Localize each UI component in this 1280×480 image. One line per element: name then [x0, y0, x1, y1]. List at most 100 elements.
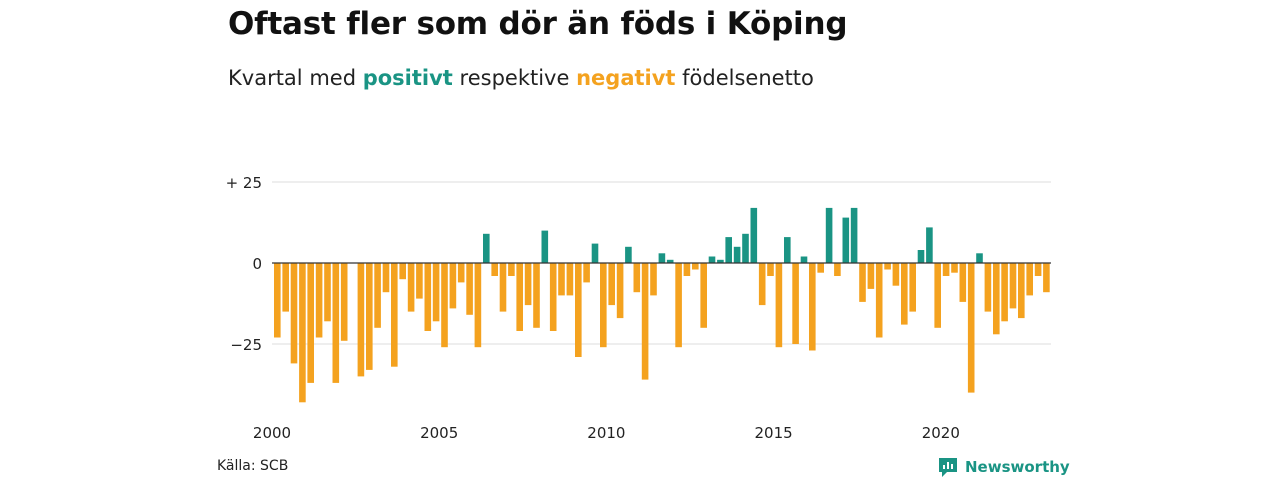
- brand-name: Newsworthy: [965, 458, 1070, 476]
- bar: [1034, 263, 1042, 276]
- bar: [600, 263, 607, 348]
- bar: [641, 263, 649, 380]
- bar: [332, 263, 340, 383]
- bar: [566, 263, 574, 296]
- bar: [700, 263, 707, 328]
- bar: [315, 263, 323, 338]
- bar: [834, 263, 841, 276]
- bar: [675, 263, 682, 348]
- bar: [299, 263, 306, 403]
- bar: [483, 233, 490, 263]
- bar: [926, 227, 933, 263]
- bar: [591, 243, 599, 263]
- bar: [366, 263, 373, 370]
- y-axis-ticks: + 25 0 −25: [226, 174, 262, 354]
- bar: [666, 259, 674, 263]
- bar: [524, 263, 532, 306]
- bar: [307, 263, 314, 383]
- bar: [725, 237, 732, 263]
- bar: [324, 263, 331, 322]
- bar: [976, 253, 983, 263]
- bar: [1043, 263, 1050, 293]
- bar: [683, 263, 691, 276]
- bar: [549, 263, 557, 331]
- bar: [934, 263, 941, 328]
- y-tick-label: 0: [252, 255, 262, 273]
- bar: [993, 263, 1000, 335]
- chart-title: Oftast fler som dör än föds i Köping: [228, 6, 848, 42]
- subtitle-suffix: födelsenetto: [682, 66, 814, 90]
- bar: [850, 207, 858, 263]
- bar: [558, 263, 565, 296]
- bar: [809, 263, 816, 351]
- bar: [692, 263, 699, 270]
- bar: [583, 263, 590, 283]
- bar: [892, 263, 900, 286]
- bar: [374, 263, 381, 328]
- bar: [800, 256, 808, 263]
- bar: [616, 263, 624, 319]
- brand-logo[interactable]: Newsworthy: [937, 456, 1070, 478]
- bar: [875, 263, 883, 338]
- bar: [1026, 263, 1033, 296]
- bar: [416, 263, 423, 299]
- bar: [909, 263, 916, 312]
- bar: [508, 263, 515, 276]
- subtitle-middle: respektive: [459, 66, 570, 90]
- bar: [432, 263, 440, 322]
- bar: [967, 263, 975, 393]
- bar: [340, 263, 348, 341]
- subtitle-positive-word: positivt: [362, 66, 453, 90]
- bar: [750, 207, 758, 263]
- bar: [1001, 263, 1008, 322]
- bar: [884, 263, 891, 270]
- source-note: Källa: SCB: [217, 458, 289, 474]
- bar: [825, 207, 833, 263]
- x-tick-label: 2005: [420, 424, 458, 442]
- bar: [984, 263, 992, 312]
- bar: [516, 263, 523, 331]
- bar: [767, 263, 774, 276]
- newsworthy-logo-icon: [939, 458, 957, 477]
- bar: [491, 263, 498, 276]
- bar: [466, 263, 473, 315]
- bar: [441, 263, 448, 348]
- bar: [717, 259, 724, 263]
- bar: [658, 253, 666, 263]
- subtitle-negative-word: negativt: [576, 66, 676, 90]
- bar: [650, 263, 657, 296]
- bar: [784, 237, 791, 263]
- y-tick-label: −25: [230, 336, 262, 354]
- chart-subtitle: Kvartal med positivt respektive negativt…: [228, 66, 814, 90]
- bar: [792, 263, 799, 344]
- bar: [575, 263, 582, 357]
- x-tick-label: 2020: [922, 424, 960, 442]
- bar: [817, 263, 824, 273]
- bar: [541, 230, 549, 263]
- bar: [633, 263, 641, 293]
- bar: [1018, 263, 1025, 319]
- bar: [775, 263, 783, 348]
- bar: [424, 263, 432, 331]
- bar: [625, 246, 632, 263]
- x-tick-label: 2015: [755, 424, 793, 442]
- bar: [901, 263, 908, 325]
- bar: [867, 263, 875, 289]
- bar: [282, 263, 289, 312]
- bar: [407, 263, 415, 312]
- bar: [399, 263, 406, 280]
- x-axis-ticks: 2000 2005 2010 2015 2020: [253, 424, 960, 442]
- bar: [382, 263, 390, 293]
- subtitle-prefix: Kvartal med: [228, 66, 357, 90]
- y-tick-label: + 25: [226, 174, 262, 192]
- x-tick-label: 2010: [587, 424, 625, 442]
- bar: [449, 263, 457, 309]
- bar: [742, 233, 749, 263]
- bars: [274, 207, 1050, 403]
- bar: [708, 256, 716, 263]
- bar: [274, 263, 281, 338]
- bar: [608, 263, 615, 306]
- bar: [859, 263, 866, 302]
- bar: [951, 263, 958, 273]
- bar: [290, 263, 298, 364]
